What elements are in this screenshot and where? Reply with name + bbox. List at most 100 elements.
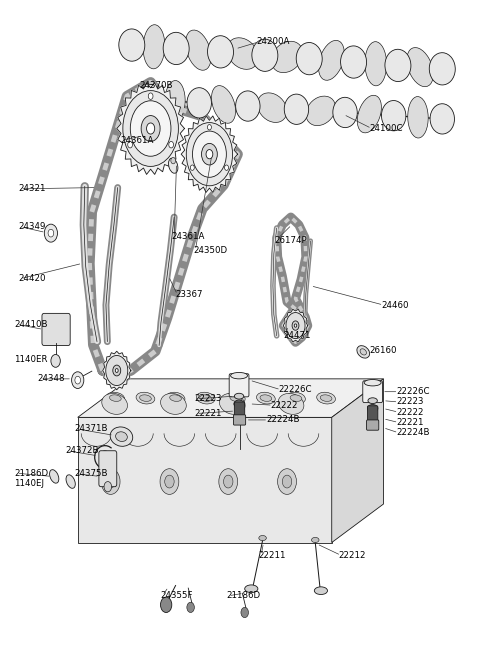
Text: 21186D: 21186D [226, 591, 260, 601]
Circle shape [207, 124, 211, 130]
Ellipse shape [314, 587, 327, 595]
Text: 26174P: 26174P [274, 236, 307, 245]
Ellipse shape [186, 30, 211, 70]
Ellipse shape [110, 427, 133, 446]
Ellipse shape [429, 52, 455, 85]
Ellipse shape [333, 98, 357, 128]
Circle shape [187, 602, 194, 612]
Text: 1140EJ: 1140EJ [14, 479, 44, 488]
Text: 24372B: 24372B [65, 446, 98, 455]
Text: 22211: 22211 [259, 551, 286, 560]
Ellipse shape [407, 48, 433, 86]
Ellipse shape [319, 41, 344, 81]
Ellipse shape [138, 84, 163, 115]
Ellipse shape [170, 395, 181, 402]
Circle shape [72, 372, 84, 388]
Circle shape [106, 356, 128, 386]
Circle shape [225, 165, 228, 170]
Circle shape [51, 354, 60, 367]
Text: 22226C: 22226C [278, 385, 312, 394]
Ellipse shape [219, 394, 245, 415]
Circle shape [106, 475, 115, 488]
Text: 24348: 24348 [38, 375, 65, 383]
Ellipse shape [312, 537, 319, 542]
FancyBboxPatch shape [233, 415, 246, 425]
Text: 24375B: 24375B [74, 470, 108, 478]
Circle shape [191, 165, 194, 170]
FancyBboxPatch shape [229, 374, 249, 397]
Ellipse shape [230, 373, 248, 379]
FancyBboxPatch shape [367, 420, 379, 430]
Ellipse shape [207, 36, 233, 68]
Ellipse shape [290, 395, 302, 402]
Ellipse shape [256, 392, 275, 404]
Circle shape [104, 481, 111, 492]
Text: 24350D: 24350D [193, 246, 227, 255]
Ellipse shape [357, 346, 370, 358]
Ellipse shape [317, 392, 336, 404]
Ellipse shape [230, 395, 241, 402]
Text: 22223: 22223 [396, 398, 424, 407]
Ellipse shape [119, 29, 145, 61]
Circle shape [123, 90, 179, 166]
Text: 24361A: 24361A [120, 136, 154, 145]
Circle shape [101, 469, 120, 495]
Circle shape [113, 365, 120, 376]
Circle shape [219, 469, 238, 495]
Circle shape [130, 101, 171, 157]
Text: 24100C: 24100C [370, 124, 403, 133]
Ellipse shape [116, 432, 127, 441]
Ellipse shape [109, 395, 121, 402]
Circle shape [186, 122, 233, 186]
Ellipse shape [161, 394, 186, 415]
Text: 24361A: 24361A [172, 233, 205, 242]
Circle shape [146, 123, 155, 134]
Text: 24370B: 24370B [139, 81, 172, 90]
Ellipse shape [385, 49, 411, 82]
Ellipse shape [136, 392, 155, 404]
Polygon shape [103, 351, 131, 390]
Ellipse shape [257, 93, 287, 122]
FancyBboxPatch shape [42, 313, 70, 345]
Circle shape [292, 321, 299, 330]
Ellipse shape [236, 91, 260, 121]
Ellipse shape [227, 38, 258, 69]
Ellipse shape [341, 46, 367, 78]
Circle shape [169, 141, 174, 148]
Ellipse shape [368, 405, 378, 412]
Ellipse shape [171, 157, 176, 164]
Text: 22223: 22223 [194, 394, 221, 403]
Ellipse shape [430, 103, 455, 134]
Ellipse shape [143, 25, 165, 69]
Ellipse shape [196, 392, 215, 404]
Ellipse shape [365, 42, 386, 86]
Text: 21186D: 21186D [14, 469, 48, 477]
Text: 24471: 24471 [283, 331, 311, 341]
Circle shape [48, 229, 54, 237]
Ellipse shape [165, 81, 185, 122]
Polygon shape [78, 417, 332, 542]
Polygon shape [78, 379, 384, 417]
Ellipse shape [234, 393, 244, 399]
Text: 24200A: 24200A [256, 37, 290, 47]
Ellipse shape [306, 96, 336, 126]
Ellipse shape [187, 88, 211, 118]
FancyBboxPatch shape [368, 406, 378, 424]
Ellipse shape [364, 379, 381, 386]
Text: 24321: 24321 [18, 184, 46, 193]
Polygon shape [332, 379, 384, 542]
Circle shape [277, 469, 297, 495]
Ellipse shape [368, 398, 377, 403]
FancyBboxPatch shape [363, 381, 383, 403]
Ellipse shape [163, 32, 189, 65]
Circle shape [148, 93, 153, 100]
Circle shape [224, 475, 233, 488]
Ellipse shape [259, 536, 266, 540]
Text: 22222: 22222 [396, 407, 424, 417]
Circle shape [115, 369, 118, 373]
Polygon shape [181, 116, 238, 193]
Text: 22222: 22222 [271, 401, 298, 409]
Ellipse shape [234, 400, 244, 407]
Ellipse shape [284, 94, 309, 124]
Ellipse shape [106, 392, 125, 404]
